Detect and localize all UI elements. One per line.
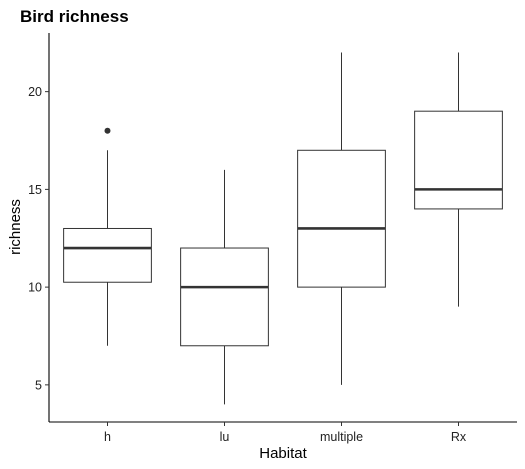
chart-title: Bird richness: [20, 7, 129, 26]
box-multiple: [297, 149, 386, 288]
y-tick-label: 10: [28, 281, 42, 295]
y-tick-label: 20: [28, 85, 42, 99]
y-tick-label: 15: [28, 183, 42, 197]
x-tick-label: multiple: [320, 430, 363, 444]
y-axis-title: richness: [7, 199, 24, 255]
plot-area: 5 10 15 20 h lu multiple Rx: [28, 33, 517, 444]
x-axis-title: Habitat: [259, 445, 307, 462]
box-h: [63, 227, 152, 283]
box-lu: [180, 247, 269, 347]
x-tick-label: lu: [220, 430, 230, 444]
y-tick-label: 5: [35, 378, 42, 392]
x-tick-label: Rx: [451, 430, 467, 444]
outlier-point: [104, 127, 111, 134]
x-tick-label: h: [104, 430, 111, 444]
box-Rx: [414, 110, 503, 210]
